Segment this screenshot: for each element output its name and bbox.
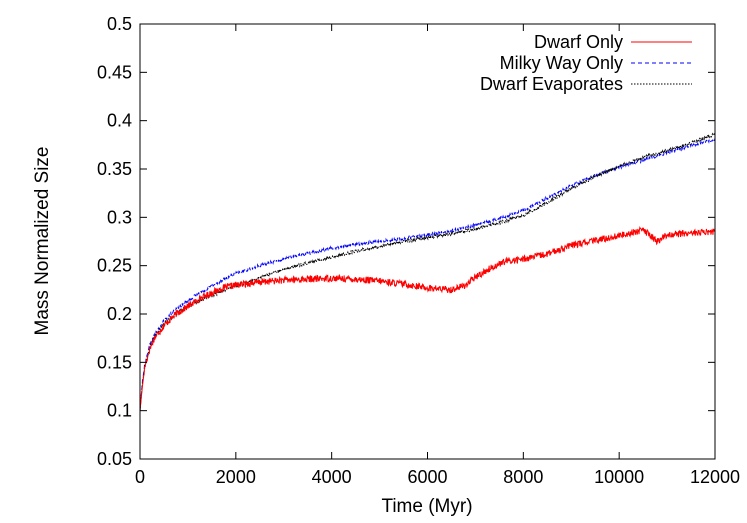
- series-line-1: [139, 137, 716, 411]
- x-tick-label: 6000: [407, 467, 447, 487]
- x-tick-label: 0: [135, 467, 145, 487]
- y-tick-label: 0.35: [97, 159, 132, 179]
- x-tick-label: 2000: [216, 467, 256, 487]
- x-tick-label: 10000: [594, 467, 644, 487]
- x-tick-label: 8000: [503, 467, 543, 487]
- ticks-layer: 0 2000 4000 6000 8000 10000 12000 0.05 0.1 0.15 0.…: [97, 14, 740, 487]
- plot-frame: [139, 23, 716, 460]
- y-tick-label: 0.3: [107, 207, 132, 227]
- legend-label: Milky Way Only: [500, 53, 623, 73]
- y-tick-label: 0.5: [107, 14, 132, 34]
- x-tick-label: 12000: [690, 467, 740, 487]
- y-tick-label: 0.1: [107, 401, 132, 421]
- y-tick-label: 0.45: [97, 62, 132, 82]
- y-tick-label: 0.25: [97, 256, 132, 276]
- x-tick-label: 4000: [312, 467, 352, 487]
- legend-label: Dwarf Only: [534, 32, 623, 52]
- y-tick-label: 0.2: [107, 304, 132, 324]
- x-axis-title: Time (Myr): [381, 496, 472, 517]
- legend-label: Dwarf Evaporates: [480, 74, 623, 94]
- y-tick-label: 0.4: [107, 111, 132, 131]
- plot-area: [139, 23, 716, 460]
- series-line-2: [139, 132, 716, 411]
- y-tick-label: 0.15: [97, 352, 132, 372]
- series-line-0: [139, 226, 716, 411]
- y-axis-title: Mass Normalized Size: [32, 147, 53, 336]
- series-layer: [139, 132, 716, 411]
- y-tick-label: 0.05: [97, 449, 132, 469]
